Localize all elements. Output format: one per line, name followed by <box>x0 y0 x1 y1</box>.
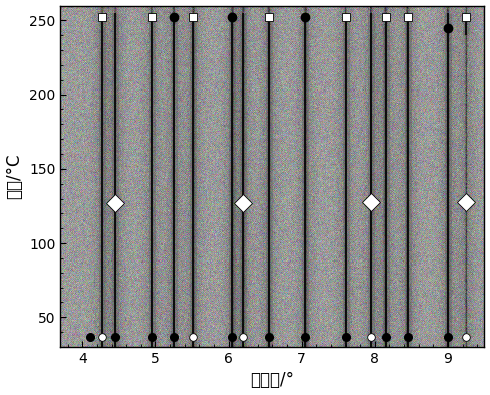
X-axis label: 衍射角/°: 衍射角/° <box>250 371 294 389</box>
Y-axis label: 温度/°C: 温度/°C <box>5 154 24 199</box>
